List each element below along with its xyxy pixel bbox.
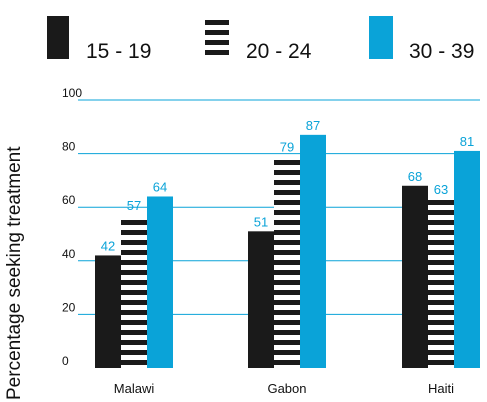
y-tick-label: 60 [62, 193, 76, 207]
legend-label-15-19: 15 - 19 [86, 40, 151, 63]
x-tick-label: Gabon [267, 381, 306, 396]
data-label: 51 [254, 214, 268, 229]
bar [274, 156, 300, 368]
legend-label-20-24: 20 - 24 [246, 40, 312, 63]
x-tick-label: Haiti [428, 381, 454, 396]
bars [95, 134, 480, 368]
bar [95, 255, 121, 368]
data-label: 68 [408, 169, 422, 184]
bar [300, 134, 326, 368]
y-tick-label: 0 [62, 354, 69, 368]
data-label: 79 [280, 139, 294, 154]
bar [248, 231, 274, 368]
bar [121, 215, 147, 368]
y-tick-label: 40 [62, 247, 76, 261]
data-label: 87 [306, 118, 320, 133]
legend-swatch-15-19 [47, 16, 69, 59]
y-tick-label: 100 [62, 86, 82, 100]
bar [428, 199, 454, 368]
data-label: 57 [127, 198, 141, 213]
bar [147, 196, 173, 368]
y-tick-label: 80 [62, 140, 76, 154]
x-tick-label: Malawi [114, 381, 155, 396]
legend: 15 - 19 20 - 24 30 - 39 [47, 16, 474, 63]
bar [402, 185, 428, 368]
y-axis-label: Percentage seeking treatment [4, 146, 25, 400]
y-tick-label: 20 [62, 300, 76, 314]
data-label: 42 [101, 238, 115, 253]
bar [454, 150, 480, 368]
legend-swatch-30-39 [369, 16, 393, 59]
legend-label-30-39: 30 - 39 [409, 40, 474, 63]
x-tick-labels: Malawi Gabon Haiti [114, 381, 454, 396]
data-label: 63 [434, 182, 448, 197]
data-labels: 42 57 64 51 79 87 68 63 81 [101, 118, 474, 254]
y-tick-labels: 0 20 40 60 80 100 [62, 86, 82, 368]
legend-swatch-20-24 [205, 16, 229, 59]
data-label: 64 [153, 179, 167, 194]
data-label: 81 [460, 134, 474, 149]
